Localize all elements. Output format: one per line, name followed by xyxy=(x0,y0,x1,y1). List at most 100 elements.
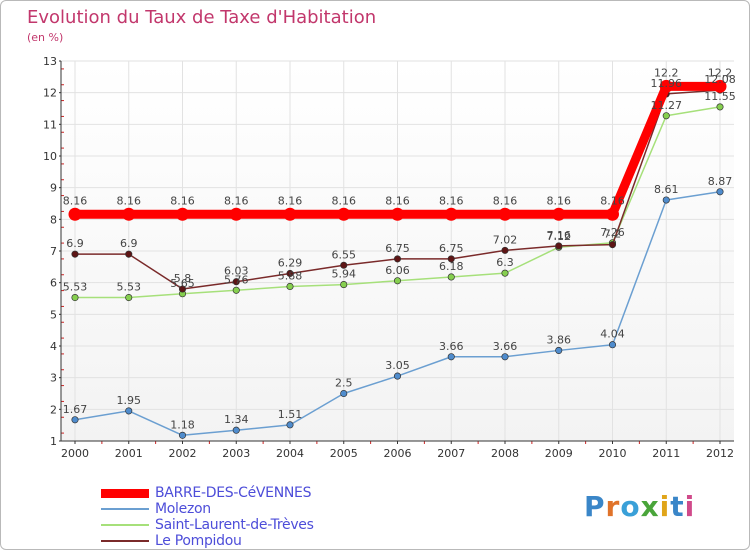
data-label: 11.96 xyxy=(651,77,683,90)
data-label: 3.86 xyxy=(547,333,572,346)
data-label: 12.08 xyxy=(704,73,736,86)
data-point xyxy=(286,282,294,291)
data-label: 5.53 xyxy=(63,281,88,294)
y-tick-label: 6 xyxy=(50,277,57,290)
data-label: 8.16 xyxy=(439,194,464,207)
data-point xyxy=(393,255,402,263)
data-label: 7.16 xyxy=(547,229,572,242)
data-point xyxy=(340,389,348,398)
data-point xyxy=(608,241,617,249)
y-tick-label: 7 xyxy=(50,245,57,258)
data-label: 12.2 xyxy=(708,66,733,79)
data-point xyxy=(232,286,240,294)
data-label: 5.53 xyxy=(117,281,142,294)
data-label: 7.02 xyxy=(493,233,518,246)
data-label: 1.95 xyxy=(117,394,142,407)
data-label: 7.12 xyxy=(547,230,572,243)
data-point xyxy=(555,242,563,250)
y-tick-label: 8 xyxy=(50,213,57,226)
data-point xyxy=(555,346,563,354)
data-point xyxy=(501,269,509,277)
data-point xyxy=(552,207,566,221)
data-label: 6.9 xyxy=(120,237,138,250)
y-tick-label: 13 xyxy=(43,55,57,68)
chart-subtitle: (en %) xyxy=(27,31,64,44)
x-tick-label: 2003 xyxy=(222,447,250,460)
data-label: 1.18 xyxy=(170,418,195,431)
data-point xyxy=(498,207,512,221)
x-tick-label: 2012 xyxy=(706,447,734,460)
y-tick-label: 1 xyxy=(50,435,57,448)
data-point xyxy=(71,416,79,424)
data-point xyxy=(716,103,724,111)
data-point xyxy=(178,285,187,293)
data-point xyxy=(340,281,348,289)
logo-letter: r xyxy=(605,490,621,523)
x-tick-label: 2006 xyxy=(384,447,412,460)
data-point xyxy=(283,207,297,221)
legend-item: Molezon xyxy=(101,501,401,517)
data-label: 3.66 xyxy=(439,340,464,353)
data-label: 6.29 xyxy=(278,256,303,269)
data-label: 1.67 xyxy=(63,403,88,416)
data-point xyxy=(501,353,509,361)
logo-letter: t xyxy=(670,490,685,523)
data-label: 6.75 xyxy=(439,242,464,255)
data-point xyxy=(391,207,404,221)
data-point xyxy=(286,421,294,429)
legend-label: BARRE-DES-CéVENNES xyxy=(155,485,312,501)
data-point xyxy=(229,207,243,221)
data-label: 1.34 xyxy=(224,413,249,426)
data-label: 5.8 xyxy=(174,272,192,285)
y-tick-label: 4 xyxy=(50,340,57,353)
data-label: 8.61 xyxy=(654,183,679,196)
data-point xyxy=(71,250,79,258)
data-label: 8.16 xyxy=(170,194,195,207)
y-tick-label: 2 xyxy=(50,403,57,416)
logo-letter: i xyxy=(659,490,671,523)
data-point xyxy=(178,431,187,439)
data-label: 8.16 xyxy=(332,194,357,207)
data-label: 1.51 xyxy=(278,408,303,421)
y-tick-label: 3 xyxy=(50,372,57,385)
x-tick-label: 2004 xyxy=(276,447,304,460)
legend-label: Le Pompidou xyxy=(155,533,242,549)
legend-item: Saint-Laurent-de-Trèves xyxy=(101,517,401,533)
y-tick-label: 11 xyxy=(43,118,57,131)
data-label: 7.2 xyxy=(604,228,622,241)
data-point xyxy=(68,207,82,221)
data-label: 6.06 xyxy=(385,264,410,277)
y-tick-label: 5 xyxy=(50,308,57,321)
data-point xyxy=(608,341,617,349)
data-label: 5.94 xyxy=(332,268,357,281)
legend-swatch xyxy=(101,488,149,498)
data-label: 8.16 xyxy=(493,194,518,207)
x-tick-label: 2000 xyxy=(61,447,89,460)
data-label: 5.88 xyxy=(278,269,303,282)
data-label: 6.75 xyxy=(385,242,410,255)
data-label: 4.04 xyxy=(600,328,625,341)
logo-letter: i xyxy=(684,490,696,523)
data-label: 11.55 xyxy=(704,90,736,103)
data-point xyxy=(125,250,133,258)
data-point xyxy=(606,207,619,221)
y-tick-label: 10 xyxy=(43,150,57,163)
data-point xyxy=(662,112,670,120)
data-point xyxy=(337,207,351,221)
legend-item: Le Pompidou xyxy=(101,533,401,549)
x-tick-label: 2008 xyxy=(491,447,519,460)
data-label: 6.3 xyxy=(496,256,514,269)
logo-letter: o xyxy=(620,490,641,523)
data-point xyxy=(444,207,458,221)
data-point xyxy=(232,426,240,434)
data-point xyxy=(340,261,348,269)
proxiti-logo: Proxiti xyxy=(584,490,695,523)
data-label: 6.55 xyxy=(332,248,357,261)
data-label: 8.16 xyxy=(117,194,142,207)
x-tick-label: 2001 xyxy=(115,447,143,460)
chart-title: Evolution du Taux de Taxe d'Habitation xyxy=(27,7,377,28)
y-tick-label: 12 xyxy=(43,87,57,100)
data-label: 6.03 xyxy=(224,265,249,278)
